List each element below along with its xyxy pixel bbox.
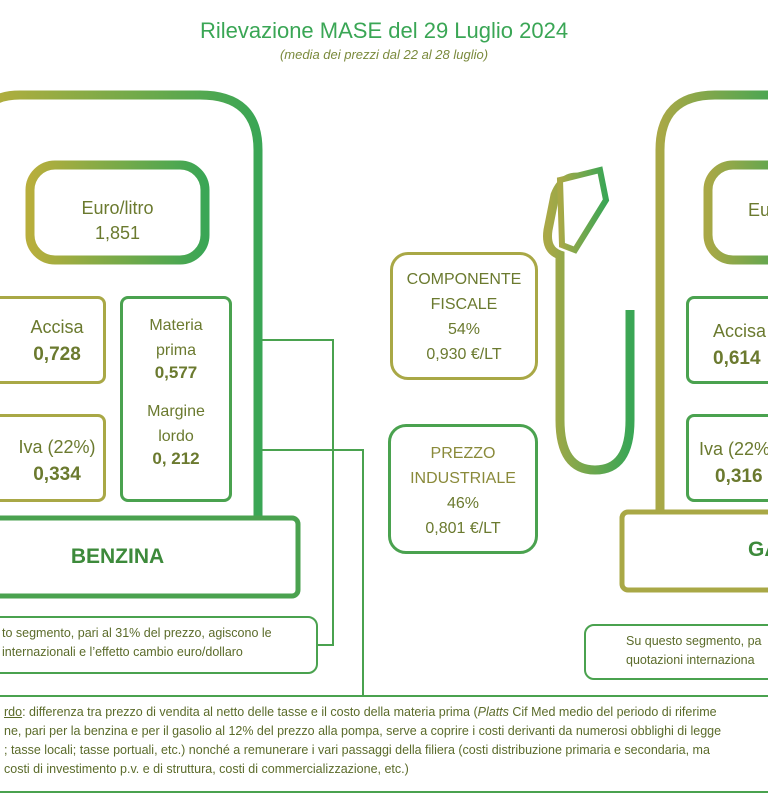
note-line-1-text: : differenza tra prezzo di vendita al ne… [22,705,478,719]
benzina-segment-note: to segmento, pari al 31% del prezzo, agi… [0,616,318,674]
benzina-materia-label-1: Materia [149,317,203,334]
gasolio-price-label: Eu [748,200,768,220]
benzina-price-value: 1,851 [94,223,141,243]
left-pump-base [0,515,301,599]
benzina-fuel-name: BENZINA [70,545,165,568]
note-line-3: ; tasse locali; tasse portuali, etc.) no… [4,743,710,757]
fiscal-component-box: COMPONENTE FISCALE 54% 0,930 €/LT [390,252,538,380]
fiscal-percent: 54% [447,321,481,338]
benzina-margine-value: 0, 212 [152,449,200,468]
note-term: rdo [4,705,23,719]
note-line-1: rdo: differenza tra prezzo di vendita al… [4,703,768,722]
gasolio-segment-note: Su questo segmento, pa quotazioni intern… [584,624,768,680]
benzina-iva-value: 0,334 [33,464,81,485]
benzina-price-display: Euro/litro 1,851 [40,198,195,244]
benzina-accisa-value: 0,728 [33,344,81,365]
industrial-value: 0,801 €/LT [425,520,501,537]
fiscal-value: 0,930 €/LT [426,346,502,363]
benzina-industrial-box: Materia prima 0,577 Margine lordo 0, 212 [120,296,232,502]
connector-line-materia [262,339,334,646]
benzina-note-line-2: internazionali e l’effetto cambio euro/d… [2,645,243,659]
left-display-frame [25,160,210,265]
benzina-materia-value: 0,577 [154,363,198,382]
right-pump-base [619,509,768,593]
industrial-price-box: PREZZO INDUSTRIALE 46% 0,801 €/LT [388,424,538,554]
fiscal-line-2: FISCALE [430,296,498,313]
gasolio-iva-box: Iva (22% 0,316 [686,414,768,502]
industrial-line-1: PREZZO [430,445,496,462]
benzina-accisa-label: Accisa [30,317,84,337]
fiscal-line-1: COMPONENTE [406,271,522,288]
benzina-margine-label-2: lordo [158,428,194,445]
gasolio-iva-value: 0,316 [715,466,763,487]
benzina-iva-label: Iva (22%) [18,437,96,457]
page-title: Rilevazione MASE del 29 Luglio 2024 [199,18,569,43]
note-platts: Platts [477,705,509,719]
right-pump-outline [655,90,768,520]
industrial-line-2: INDUSTRIALE [410,470,516,487]
gasolio-accisa-box: Accisa 0,614 [686,296,768,384]
gasolio-note-line-2: quotazioni internaziona [626,653,755,667]
nozzle-icon [556,166,610,254]
benzina-accisa-box: Accisa 0,728 [0,296,106,384]
gasolio-accisa-label: Accisa [713,321,767,341]
benzina-iva-box: Iva (22%) 0,334 [0,414,106,502]
benzina-margine-label-1: Margine [147,403,205,420]
industrial-percent: 46% [446,495,480,512]
gasolio-iva-label: Iva (22% [699,439,768,459]
note-line-4: costi di investimento p.v. e di struttur… [4,762,409,776]
gasolio-fuel-name: GA [748,538,768,561]
margin-explanation-note: rdo: differenza tra prezzo di vendita al… [0,695,768,793]
page-subtitle: (media dei prezzi dal 22 al 28 luglio) [279,47,489,62]
gasolio-accisa-value: 0,614 [713,348,761,369]
right-display-frame [703,160,768,265]
left-pump-outline [0,90,263,520]
note-line-2: ne, pari per la benzina e per il gasolio… [4,724,722,738]
benzina-materia-label-2: prima [155,342,196,359]
note-line-1-end: Cif Med medio del periodo di riferime [508,705,717,719]
gasolio-note-line-1: Su questo segmento, pa [626,634,762,648]
connector-line-margine [262,449,364,695]
benzina-note-line-1: to segmento, pari al 31% del prezzo, agi… [2,626,272,640]
benzina-price-label: Euro/litro [81,198,154,218]
